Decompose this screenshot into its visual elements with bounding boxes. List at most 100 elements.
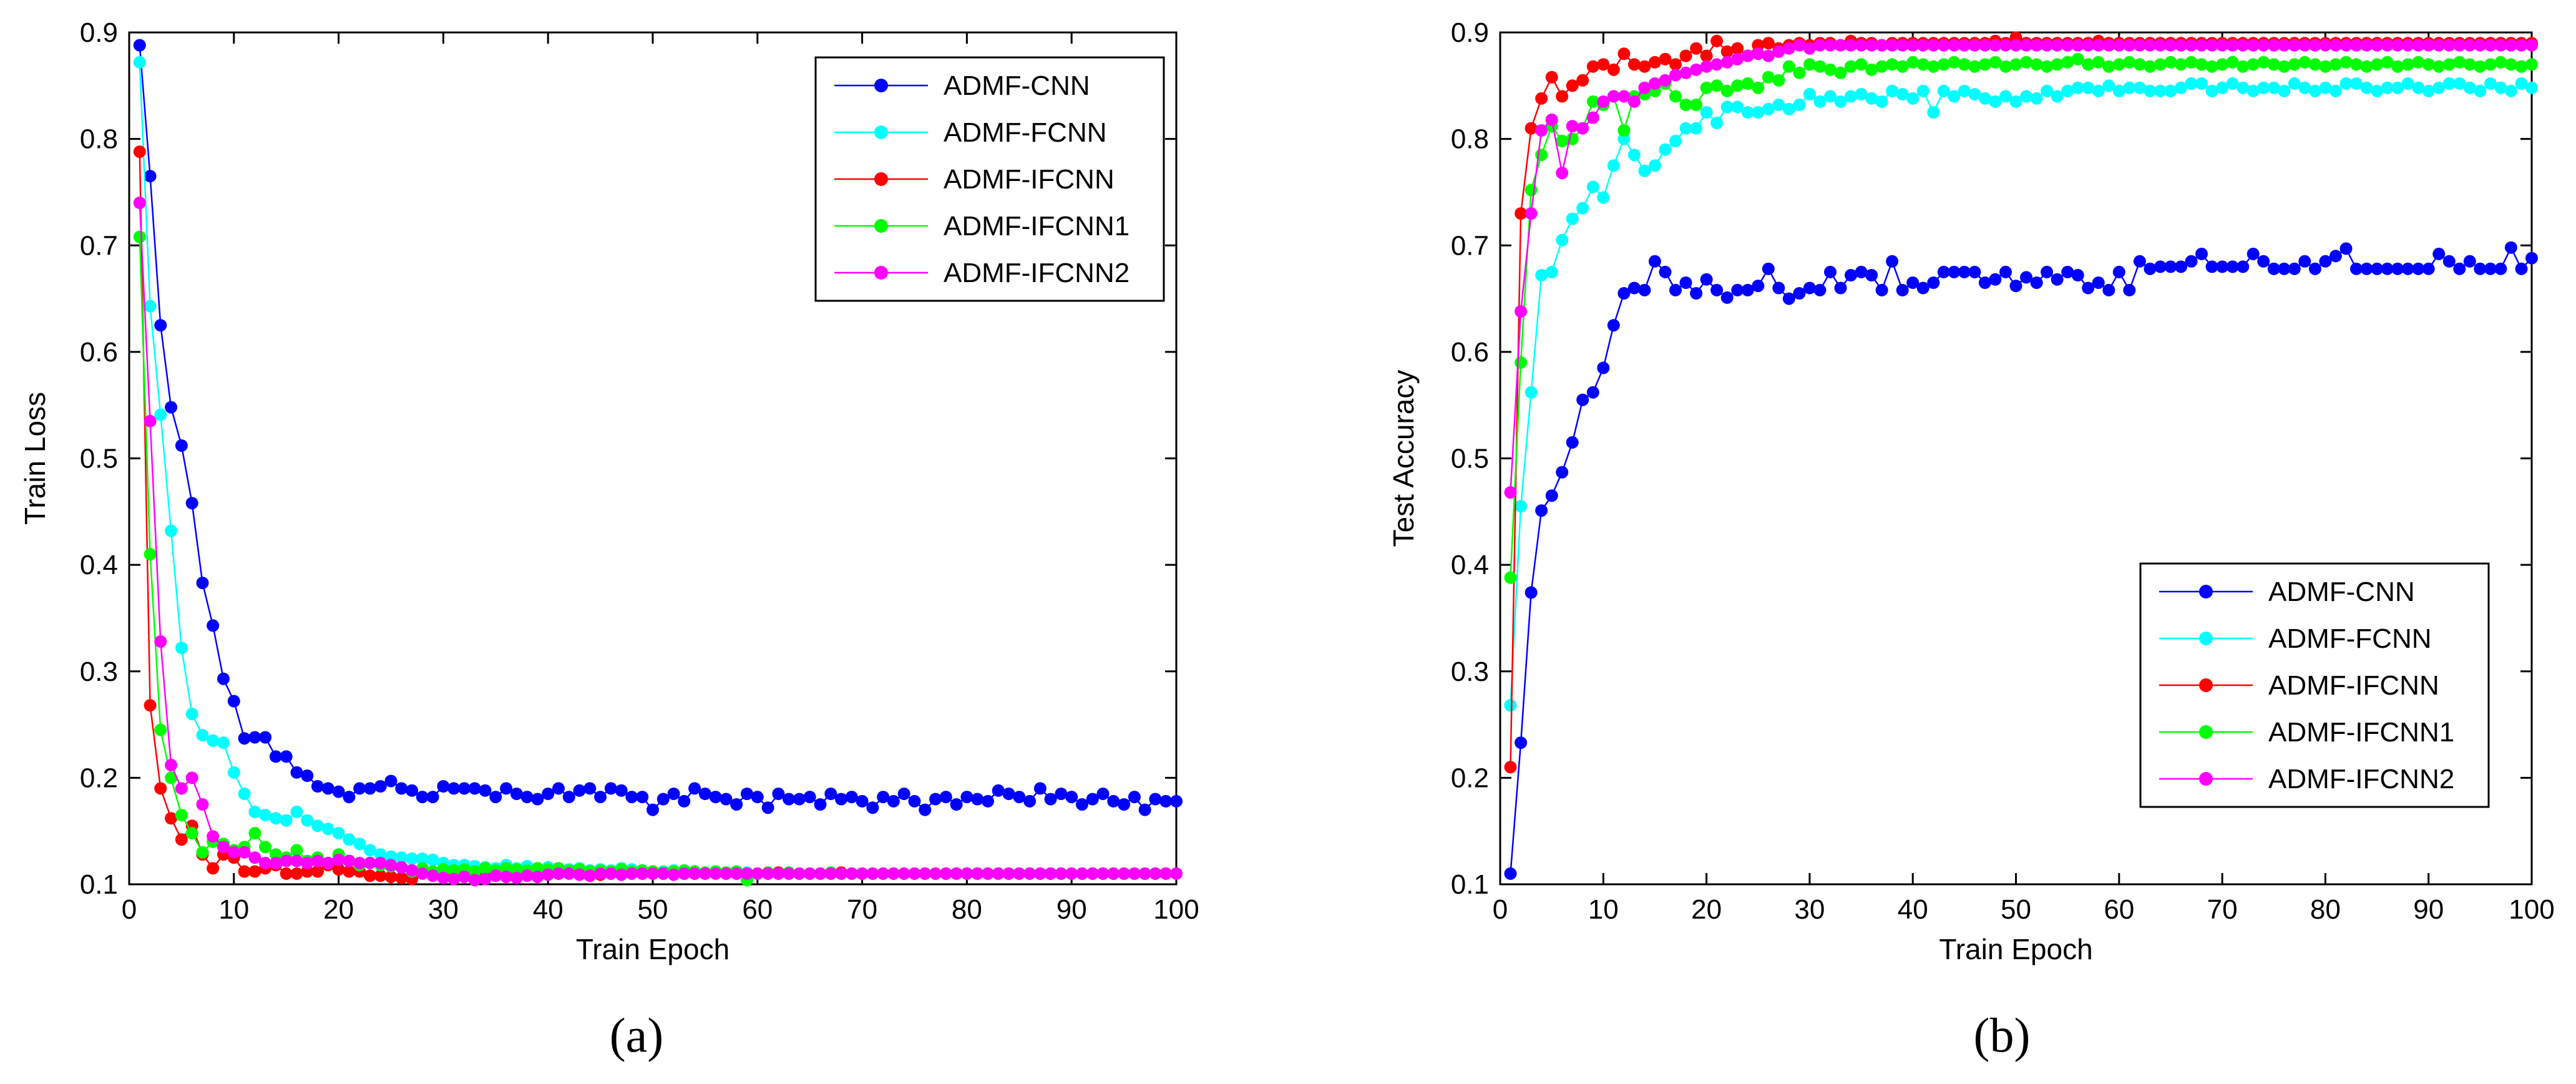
data-point [2205,60,2218,73]
data-point [1762,102,1775,115]
data-point [615,868,628,881]
x-tick-label: 50 [638,894,668,925]
data-point [437,780,450,793]
data-point [1576,202,1589,215]
data-point [1886,255,1899,268]
data-point [814,867,827,880]
legend-marker [2199,585,2213,598]
data-point [2195,77,2208,90]
data-point [2484,262,2497,275]
data-point [1576,74,1589,87]
data-point [2515,77,2528,90]
data-point [175,809,188,822]
data-point [531,793,544,806]
data-point [269,848,282,861]
data-point [133,39,146,52]
legend-marker [874,219,888,233]
data-point [2082,81,2095,94]
data-point [1118,798,1131,811]
data-point [2144,60,2157,73]
data-point [2442,77,2456,90]
data-point [144,414,157,427]
data-point [1803,58,1816,71]
legend-label: ADMF-CNN [944,71,1090,101]
data-point [887,867,900,880]
data-point [2339,77,2353,90]
data-point [1834,95,1847,108]
data-point [1793,287,1806,300]
data-point [1607,63,1620,76]
data-point [2350,39,2363,52]
data-point [604,867,617,880]
data-point [1679,99,1692,111]
data-point [971,867,984,880]
data-point [1586,386,1599,399]
data-point [2185,77,2198,90]
data-point [1999,90,2012,103]
data-point [2061,84,2074,97]
data-point [1855,88,1868,100]
data-point [2381,39,2394,52]
data-point [2308,84,2321,97]
data-point [290,806,303,818]
data-point [1096,788,1110,800]
data-point [1535,504,1548,517]
data-point [1845,39,1857,52]
data-point [1504,699,1517,712]
data-point [1937,58,1950,71]
data-point [217,841,230,854]
data-point [2144,262,2157,275]
data-point [1504,867,1517,880]
data-point [1607,159,1620,172]
y-tick-label: 0.8 [1451,124,1489,155]
data-point [2154,260,2167,273]
data-point [1515,736,1528,750]
data-point [950,867,963,880]
data-point [1927,106,1940,119]
data-point [133,197,146,209]
data-point [992,784,1005,797]
data-point [2350,77,2363,90]
data-point [2030,92,2043,105]
data-point [259,809,272,822]
data-point [426,869,439,882]
data-point [332,863,345,876]
data-point [2360,262,2373,275]
data-point [2237,60,2250,73]
x-tick-label: 60 [742,894,773,925]
data-point [238,732,251,745]
data-point [416,791,429,804]
data-point [2278,60,2291,73]
data-point [1149,793,1162,806]
data-point [510,863,523,876]
data-point [2051,90,2064,103]
data-point [2442,255,2456,268]
data-point [290,854,303,867]
data-point [971,793,984,806]
data-point [761,801,774,814]
data-point [562,791,575,804]
legend-marker [2199,678,2213,692]
data-point [2102,39,2115,52]
data-point [1741,49,1754,62]
data-point [667,868,680,881]
data-point [144,548,157,561]
data-point [2484,77,2497,90]
data-point [1772,99,1785,111]
y-axis-label: Test Accuracy [1387,370,1420,547]
data-point [280,867,293,880]
x-tick-label: 100 [2509,894,2554,925]
data-point [1545,71,1558,84]
data-point [447,872,461,886]
data-point [2041,265,2054,278]
legend-marker [2199,772,2213,786]
data-point [1803,42,1816,55]
y-tick-label: 0.7 [1451,230,1489,261]
data-point [1700,106,1713,119]
data-point [2442,39,2456,52]
data-point [1906,92,1920,105]
data-point [500,782,513,795]
data-point [667,788,680,800]
data-point [908,867,921,880]
